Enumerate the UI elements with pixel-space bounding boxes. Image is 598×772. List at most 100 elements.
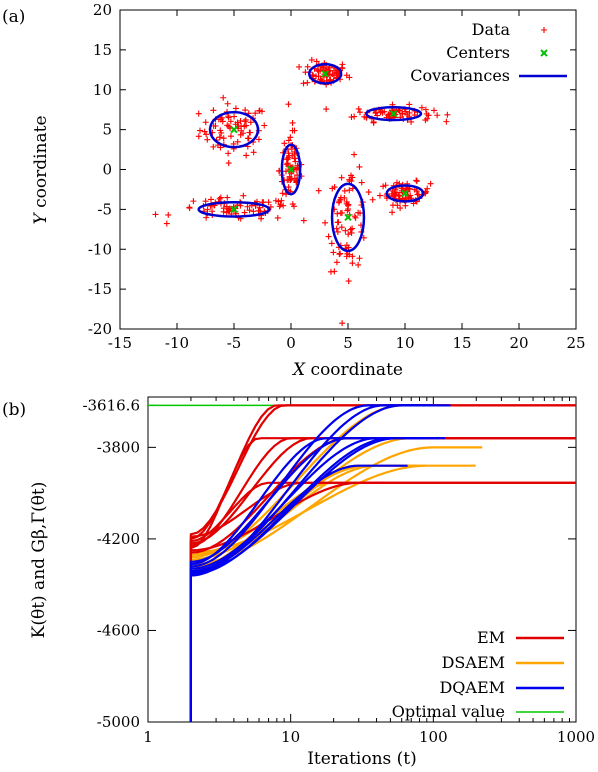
dsaem-line (189, 464, 476, 722)
data-point (310, 72, 317, 79)
data-point (356, 255, 363, 262)
data-point (418, 104, 425, 111)
data-point (275, 198, 282, 205)
data-point (334, 210, 341, 217)
data-point (227, 133, 234, 140)
data-point (365, 189, 372, 196)
legend-a: Data Centers Covariances (410, 20, 567, 85)
y-tick-label: 20 (93, 1, 112, 19)
data-point (443, 118, 450, 125)
data-point (346, 187, 353, 194)
data-point (210, 107, 217, 114)
data-point (225, 113, 232, 120)
data-point (376, 192, 383, 199)
data-point (300, 80, 307, 87)
data-point (330, 249, 337, 256)
data-point (288, 170, 295, 177)
x-axis-label-b: Iterations (t) (307, 749, 417, 769)
data-point (207, 196, 214, 203)
em-line (189, 481, 576, 722)
data-point (247, 119, 254, 126)
data-point (217, 116, 224, 123)
data-point (240, 130, 247, 137)
data-point (243, 152, 250, 159)
data-point (296, 63, 303, 70)
legend-b: EM DSAEM DQAEM Optimal value (392, 628, 564, 721)
dsaem-line (189, 464, 426, 722)
dsaem-line (189, 481, 383, 722)
center-marker (321, 70, 329, 78)
x-tick-label: 5 (343, 334, 353, 352)
data-point (427, 180, 434, 187)
data-point (224, 122, 231, 129)
x-tick-label: -10 (165, 334, 189, 352)
data-point (225, 150, 232, 157)
data-point (250, 208, 257, 215)
data-point (356, 163, 363, 170)
data-point (203, 131, 210, 138)
covariance-ellipse (330, 182, 366, 253)
data-point (342, 227, 349, 234)
data-point (413, 188, 420, 195)
data-point (285, 101, 292, 108)
data-point (348, 178, 355, 185)
data-point (281, 140, 288, 147)
data-point (203, 214, 210, 221)
data-point (186, 204, 193, 211)
data-point (422, 106, 429, 113)
data-point (355, 261, 362, 268)
data-point (331, 268, 338, 275)
data-point (379, 108, 386, 115)
data-point (241, 209, 248, 216)
data-point (320, 64, 327, 71)
cluster-centers (230, 70, 409, 222)
y-tick-label: 5 (102, 121, 112, 139)
covariance-ellipse (385, 184, 425, 203)
data-point (165, 211, 172, 218)
data-point (370, 119, 377, 126)
legend-dqaem-label: DQAEM (439, 678, 505, 697)
data-point (369, 196, 376, 203)
data-point (247, 129, 254, 136)
data-point (216, 195, 223, 202)
x-tick-label: 10 (395, 334, 414, 352)
data-point (196, 127, 203, 134)
data-point (402, 202, 409, 209)
data-point (343, 72, 350, 79)
data-point (152, 211, 159, 218)
data-point (425, 112, 432, 119)
data-point (413, 177, 420, 184)
data-point (333, 259, 340, 266)
legend-em-label: EM (477, 628, 505, 647)
y-axis-label-b: K(θt) and Gβ,Γ(θt) (29, 482, 49, 639)
x-tick-label: -5 (227, 334, 242, 352)
data-point (322, 219, 329, 226)
axis-ticks-b: 1 10 100 1000 -5000 -4600 -4200 -3800 -3616.6 (82, 396, 595, 746)
legend-b-marks (516, 636, 564, 713)
dqaem-line (189, 437, 440, 722)
data-point (380, 183, 387, 190)
dqaem-line (189, 404, 451, 722)
data-point (240, 192, 247, 199)
data-point (351, 113, 358, 120)
data-point (285, 137, 292, 144)
data-point (341, 187, 348, 194)
center-marker (389, 109, 398, 118)
data-point (399, 110, 406, 117)
data-point (349, 225, 356, 232)
data-point (224, 100, 231, 107)
data-point (227, 118, 234, 125)
data-point (202, 198, 209, 205)
covariance-ellipse (364, 106, 423, 122)
y-tick-label: -3616.6 (82, 396, 140, 414)
data-point (333, 225, 340, 232)
data-point (393, 179, 400, 186)
y-tick-label: -10 (88, 240, 112, 258)
data-point (190, 198, 197, 205)
data-point (339, 61, 346, 68)
data-point (300, 217, 307, 224)
dsaem-line (189, 404, 451, 722)
data-point (255, 136, 262, 143)
